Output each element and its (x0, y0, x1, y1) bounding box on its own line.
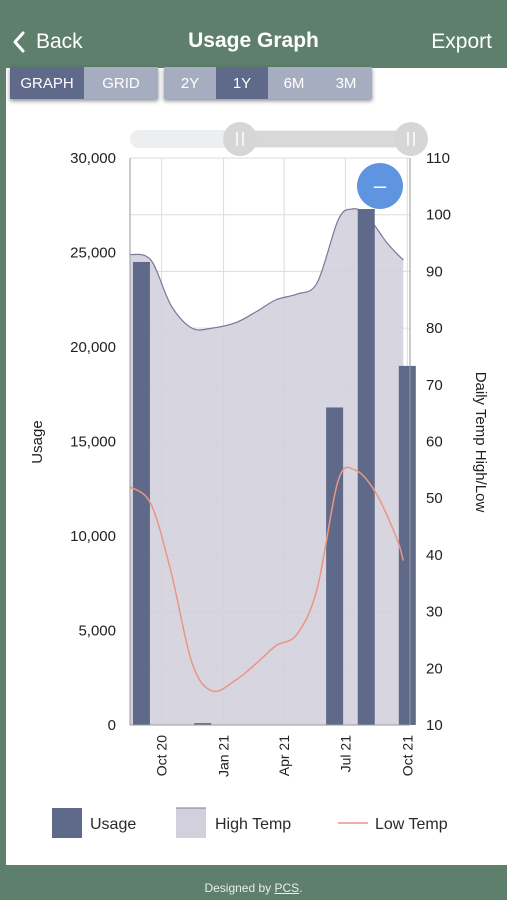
zoom-out-button[interactable]: – (357, 163, 403, 209)
x-tick-4: Oct 21 (399, 735, 415, 776)
y-left-tick-0: 0 (108, 717, 116, 734)
usage-bar-1 (194, 723, 212, 725)
y-left-tick-6: 30,000 (70, 150, 116, 167)
y-right-tick-3: 40 (426, 547, 443, 564)
usage-bar-0 (132, 261, 150, 725)
y-right-tick-7: 80 (426, 320, 443, 337)
low-temp-line (129, 466, 404, 693)
y-right-tick-6: 70 (426, 377, 443, 394)
legend-label-low-temp: Low Temp (375, 816, 448, 833)
footer: Designed by PCS. (0, 865, 507, 900)
y-left-tick-2: 10,000 (70, 528, 116, 545)
y-right-tick-0: 10 (426, 717, 443, 734)
range-1y-button[interactable]: 1Y (216, 67, 268, 99)
y-right-tick-2: 30 (426, 604, 443, 621)
y-left-tick-3: 15,000 (70, 434, 116, 451)
legend-label-usage: Usage (90, 816, 136, 833)
y-right-tick-4: 50 (426, 490, 443, 507)
usage-bar-4 (398, 365, 416, 725)
y-right-tick-9: 100 (426, 207, 451, 224)
y-right-tick-5: 60 (426, 434, 443, 451)
range-6m-button[interactable]: 6M (283, 74, 305, 92)
y-left-tick-1: 5,000 (78, 623, 116, 640)
slider-selected-range (240, 131, 412, 147)
x-tick-0: Oct 20 (154, 735, 170, 776)
legend-swatch-usage (52, 808, 82, 838)
chevron-left-icon (13, 31, 25, 53)
usage-bar-3 (357, 209, 375, 725)
axes: 0 5,000 10,000 15,000 20,000 25,000 30,000 10 20… (29, 150, 489, 777)
legend-item-usage[interactable]: Usage (52, 808, 136, 838)
y-right-axis-title: Daily Temp High/Low (472, 372, 489, 513)
footer-prefix: Designed by (204, 881, 275, 895)
range-3m-button[interactable]: 3M (335, 74, 357, 92)
range-toggle: 2Y 1Y 6M 3M (164, 67, 372, 99)
slider-handle-left[interactable] (223, 122, 257, 156)
legend-item-high-temp[interactable]: High Temp (176, 807, 291, 838)
x-tick-3: Jul 21 (337, 735, 353, 773)
back-label: Back (36, 30, 83, 53)
legend-item-low-temp[interactable]: Low Temp (338, 816, 448, 833)
footer-suffix: . (299, 881, 303, 895)
view-toggle: GRAPH GRID (10, 67, 158, 99)
y-right-tick-10: 110 (426, 150, 450, 167)
graph-view-button[interactable]: GRAPH (10, 67, 84, 99)
export-button[interactable]: Export (431, 30, 492, 53)
grid-view-button[interactable]: GRID (102, 74, 140, 92)
x-tick-2: Apr 21 (276, 735, 292, 776)
y-left-tick-5: 25,000 (70, 245, 116, 262)
usage-bar-2 (326, 407, 344, 725)
usage-chart: 0 5,000 10,000 15,000 20,000 25,000 30,000 10 20… (29, 122, 489, 838)
y-left-tick-4: 20,000 (70, 339, 116, 356)
footer-link[interactable]: PCS (274, 881, 300, 895)
low-temp-line-group (129, 466, 404, 693)
y-right-tick-8: 90 (426, 263, 443, 280)
legend-swatch-high-temp (176, 808, 206, 838)
y-left-axis-title: Usage (29, 420, 46, 463)
usage-bars (132, 209, 416, 725)
back-button[interactable]: Back (12, 28, 83, 56)
x-tick-1: Jan 21 (216, 735, 232, 777)
range-2y-button[interactable]: 2Y (180, 74, 200, 92)
range-slider[interactable] (130, 122, 428, 156)
legend: Usage High Temp Low Temp (52, 807, 448, 838)
legend-label-high-temp: High Temp (215, 816, 291, 833)
minus-icon: – (374, 173, 387, 198)
y-right-tick-1: 20 (426, 660, 443, 677)
slider-handle-right[interactable] (394, 122, 428, 156)
